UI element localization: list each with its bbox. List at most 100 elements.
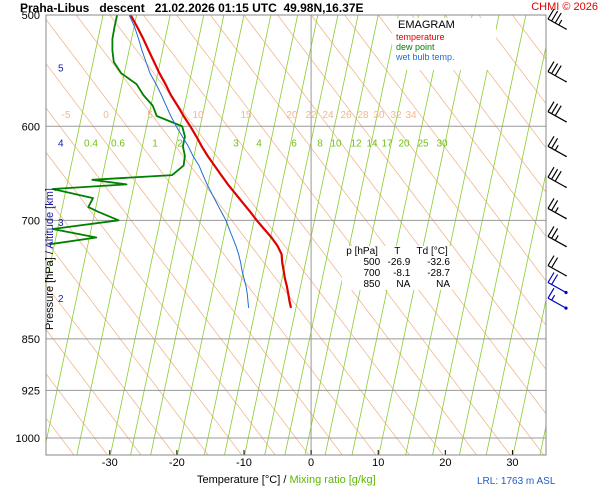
isotherm-label: 24 [322, 110, 334, 121]
legend-item-dew-point: dew point [396, 42, 435, 52]
wind-barb-staff [547, 18, 567, 30]
mixing-ratio-label: 4 [256, 138, 262, 149]
table-header-temp: T [394, 246, 401, 257]
x-tick-label: 20 [439, 457, 451, 469]
mixing-ratio-label: 2 [177, 138, 183, 149]
dry-adiabat-line [243, 15, 546, 415]
wind-barb-feather [547, 61, 555, 72]
table-header-dewpoint: Td [°C] [416, 246, 448, 257]
wind-barb [547, 8, 567, 30]
mixing-ratio-label: 1 [152, 138, 158, 149]
wind-barb-staff [547, 176, 567, 188]
mixing-ratio-label: 0.4 [84, 138, 98, 149]
wind-barb-staff [547, 265, 567, 277]
table-cell: 850 [363, 279, 381, 290]
wind-barb-feather [547, 101, 555, 112]
table-cell: 500 [363, 257, 381, 268]
mixing-ratio-line [432, 15, 527, 455]
legend-item-wet-bulb: wet bulb temp. [396, 52, 455, 62]
table-cell: -8.1 [393, 268, 411, 279]
wind-barb-dot [564, 306, 568, 310]
dry-adiabat-line [411, 15, 546, 193]
x-axis-temp-label: Temperature [°C] [197, 474, 281, 486]
dry-adiabat-line [344, 15, 546, 282]
mixing-ratio-line [244, 15, 339, 455]
dry-adiabat-line [445, 15, 546, 149]
isotherm-label: 22 [305, 110, 317, 121]
mixing-ratio-label: 8 [317, 138, 323, 149]
x-tick-label: -30 [102, 457, 118, 469]
mixing-ratio-line [46, 15, 104, 286]
table-row: 500 -26.9 -32.6 [342, 257, 452, 268]
values-table: p [hPa] T Td [°C] 500 -26.9 -32.6 700 -8… [342, 246, 452, 290]
mixing-ratio-line [378, 15, 473, 455]
wind-barb-dot [565, 80, 567, 83]
legend-item-temperature: temperature [396, 32, 445, 42]
wind-barb [547, 198, 567, 220]
table-cell: -32.6 [427, 257, 450, 268]
wind-barb-staff [547, 145, 567, 157]
table-cell: -28.7 [427, 268, 450, 279]
wind-barb-feather [547, 272, 555, 283]
mixing-ratio-label: 10 [330, 138, 342, 149]
wind-barb [547, 255, 567, 277]
wind-barb-feather [554, 12, 562, 24]
plot-background [46, 15, 546, 455]
wind-barb [547, 226, 567, 248]
lrl-label: LRL: 1763 m ASL [477, 476, 556, 487]
wind-barb-feather [554, 170, 562, 182]
x-tick-label: 30 [506, 457, 518, 469]
dry-adiabat-line [46, 284, 176, 455]
wind-barb [547, 272, 568, 295]
wind-barb [547, 287, 568, 310]
dry-adiabat-line [545, 15, 546, 16]
wind-barb-staff [547, 281, 567, 294]
mixing-ratio-line [130, 15, 225, 455]
dry-adiabat-line [0, 15, 9, 458]
wind-barb-feather [551, 257, 559, 268]
table-cell: 700 [363, 268, 381, 279]
x-axis-mixing-label: Mixing ratio [g/kg] [289, 474, 376, 486]
wind-barb-half-feather [551, 294, 556, 301]
mixing-ratio-line [304, 15, 399, 455]
wind-barb-staff [547, 71, 567, 83]
wind-barb-feather [551, 200, 559, 211]
y-axis-pressure-label: Pressure [hPa] [44, 257, 56, 330]
wind-barb-half-feather [558, 19, 563, 26]
isotherm-label: 32 [390, 110, 402, 121]
mixing-ratio-line [76, 15, 171, 455]
legend-title: EMAGRAM [398, 19, 455, 31]
wind-barb-feather [551, 10, 559, 22]
x-tick-label: 0 [308, 457, 314, 469]
isotherm-label: 5 [147, 110, 153, 121]
wind-barb [547, 61, 567, 83]
mixing-ratio-line [284, 15, 379, 455]
mixing-ratio-label: 12 [350, 138, 362, 149]
wind-barb-feather [551, 274, 559, 285]
wind-barb-feather [547, 226, 555, 237]
mixing-ratio-label: 20 [398, 138, 410, 149]
dry-adiabat-line [46, 151, 276, 455]
chart-header-title: Praha-Libus descent 21.02.2026 01:15 UTC… [20, 1, 364, 15]
wind-barb-half-feather [554, 207, 559, 213]
dry-adiabat-line [176, 15, 511, 455]
wind-barb-feather [551, 138, 559, 149]
wind-barb-dot [565, 155, 567, 158]
y-tick-label: 850 [22, 334, 40, 346]
wind-barb-dot [565, 120, 567, 123]
wind-barb-feather [551, 103, 559, 114]
wind-barb-staff [547, 297, 567, 309]
x-axis-label: Temperature [°C] / Mixing ratio [g/kg] [197, 474, 376, 486]
dry-adiabat-line [46, 18, 377, 455]
dry-adiabat-line [277, 15, 546, 371]
y-tick-label: 500 [22, 10, 40, 22]
mixing-ratio-label: 0.6 [111, 138, 125, 149]
isotherm-label: 34 [405, 110, 417, 121]
mixing-ratio-line [177, 15, 272, 455]
mixing-ratio-line [566, 15, 600, 458]
dry-adiabat-line [46, 240, 209, 455]
plot-frame [45, 14, 547, 456]
wind-barb-dot [565, 217, 567, 220]
mixing-ratio-line [485, 171, 546, 455]
